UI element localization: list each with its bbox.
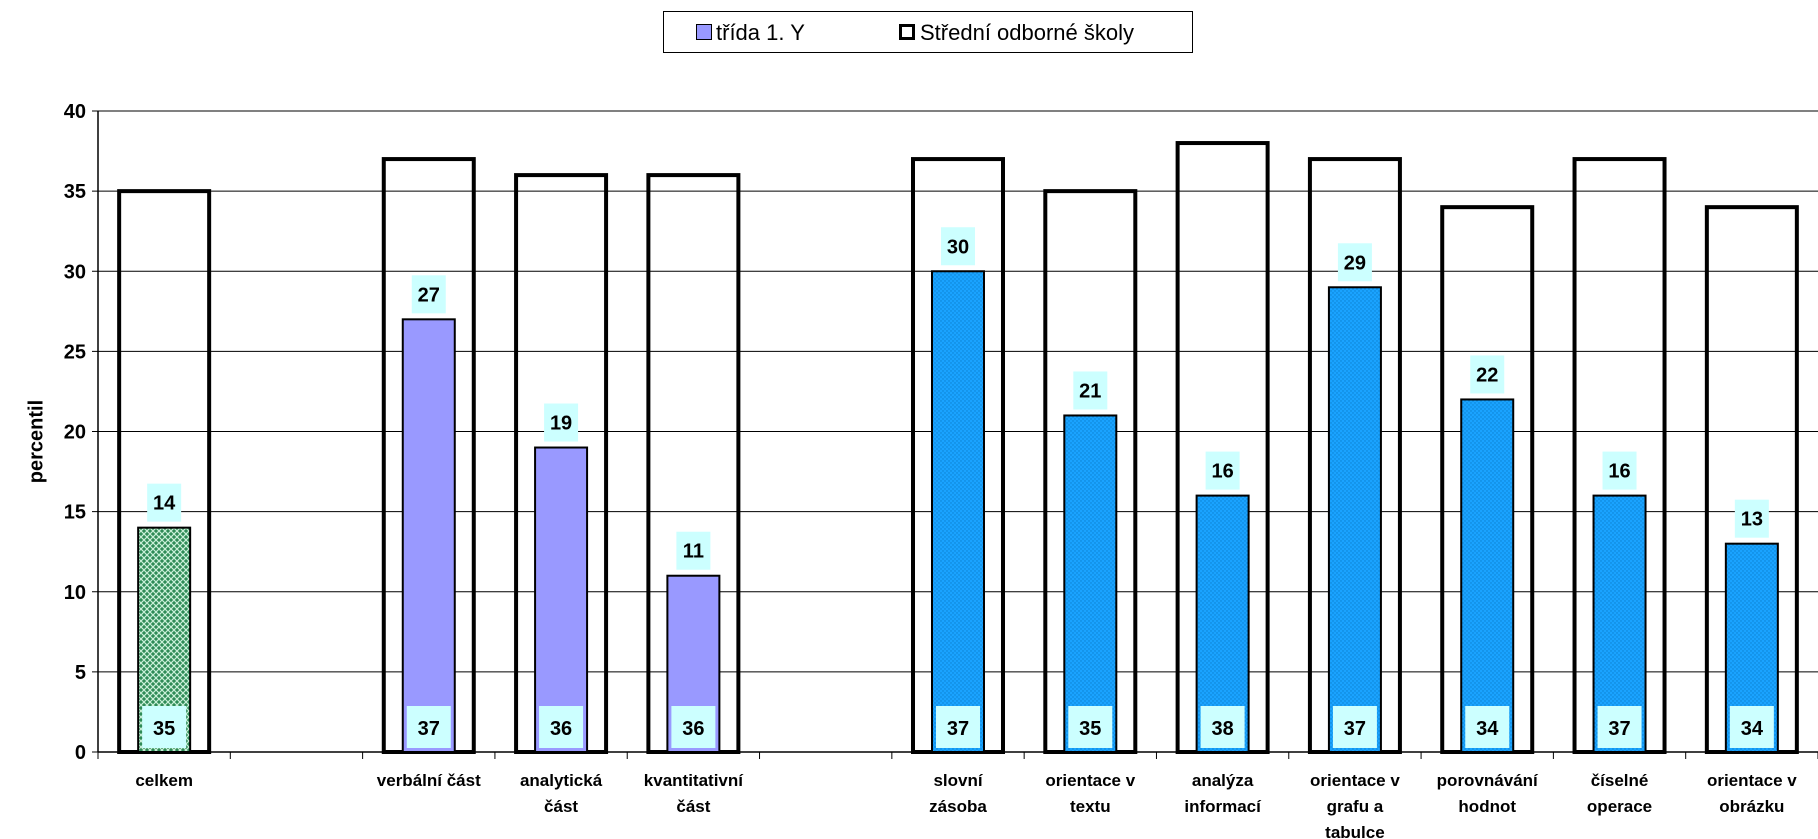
data-label-schools: 34 (1476, 718, 1499, 740)
y-tick-label: 5 (75, 662, 86, 684)
data-label-bg-schools (936, 706, 980, 748)
x-tick-label: textu (1070, 797, 1111, 816)
data-label-bg-schools (1332, 706, 1377, 748)
x-tick-label: celkem (135, 771, 193, 790)
data-label-class: 27 (418, 284, 440, 306)
data-label-schools: 37 (1608, 718, 1630, 740)
data-label-bg-schools (406, 706, 451, 748)
x-tick-label: informací (1184, 797, 1262, 816)
legend: třída 1. Y Střední odborné školy (663, 11, 1193, 53)
x-tick-label: analytická (520, 771, 603, 790)
data-label-class: 30 (947, 236, 969, 258)
data-label-class: 21 (1079, 380, 1101, 402)
data-label-schools: 35 (1079, 718, 1101, 740)
data-label-class: 13 (1741, 509, 1763, 531)
data-label-bg-schools (142, 706, 187, 748)
data-label-class: 19 (550, 413, 572, 435)
data-label-bg-schools (1068, 706, 1113, 748)
y-tick-label: 35 (64, 181, 86, 203)
data-label-bg-schools (539, 706, 584, 748)
data-label-class: 14 (153, 493, 176, 515)
data-label-schools: 37 (418, 718, 440, 740)
y-tick-label: 40 (64, 101, 86, 123)
x-tick-label: zásoba (929, 797, 987, 816)
x-tick-label: hodnot (1458, 797, 1516, 816)
legend-swatch-class (696, 24, 712, 40)
data-label-bg-class (544, 403, 579, 442)
x-tick-label: část (676, 797, 710, 816)
data-label-bg-class (411, 275, 446, 314)
data-label-bg-schools (1200, 706, 1245, 748)
y-tick-label: 0 (75, 742, 86, 764)
x-tick-label: část (544, 797, 578, 816)
x-tick-label: tabulce (1325, 823, 1385, 839)
bar-class (1063, 414, 1118, 753)
x-tick-label: operace (1587, 797, 1652, 816)
data-label-schools: 37 (1344, 718, 1366, 740)
bar-class (401, 318, 456, 753)
data-label-schools: 36 (550, 718, 572, 740)
bar-class (1460, 398, 1515, 753)
x-tick-label: verbální část (377, 771, 481, 790)
data-label-schools: 37 (947, 718, 969, 740)
x-tick-label: grafu a (1327, 797, 1384, 816)
x-tick-label: orientace v (1310, 771, 1400, 790)
y-tick-label: 20 (64, 422, 86, 444)
bar-class (1327, 286, 1382, 753)
data-label-bg-class (1734, 499, 1769, 538)
data-label-class: 22 (1476, 364, 1498, 386)
legend-label-class: třída 1. Y (716, 20, 805, 45)
x-tick-label: kvantitativní (644, 771, 744, 790)
data-label-bg-class (147, 483, 182, 522)
data-label-schools: 38 (1211, 718, 1233, 740)
bar-class (931, 270, 985, 753)
data-label-bg-schools (1597, 706, 1642, 748)
x-tick-label: orientace v (1707, 771, 1797, 790)
bar-class (534, 446, 589, 753)
data-label-bg-class (1073, 371, 1108, 410)
y-tick-label: 30 (64, 261, 86, 283)
legend-label-schools: Střední odborné školy (920, 20, 1135, 45)
data-label-schools: 35 (153, 718, 175, 740)
x-tick-label: slovní (933, 771, 983, 790)
data-label-class: 16 (1608, 461, 1630, 483)
data-label-bg-class (1602, 451, 1637, 490)
legend-swatch-schools (899, 24, 915, 40)
data-label-bg-schools (1729, 706, 1774, 748)
x-tick-label: orientace v (1045, 771, 1135, 790)
data-label-bg-class (676, 531, 711, 570)
data-label-bg-class (941, 227, 975, 266)
data-label-class: 16 (1211, 461, 1233, 483)
x-tick-label: analýza (1192, 771, 1254, 790)
data-label-bg-schools (1465, 706, 1510, 748)
data-label-bg-schools (671, 706, 716, 748)
data-label-bg-class (1337, 243, 1372, 282)
x-tick-label: porovnávání (1437, 771, 1539, 790)
y-tick-label: 15 (64, 502, 86, 524)
data-label-schools: 34 (1741, 718, 1764, 740)
data-label-class: 11 (683, 541, 704, 563)
data-label-class: 29 (1344, 252, 1366, 274)
x-tick-label: obrázku (1719, 797, 1784, 816)
data-label-bg-class (1205, 451, 1240, 490)
y-tick-label: 10 (64, 582, 86, 604)
data-label-bg-class (1470, 355, 1505, 394)
y-tick-label: 25 (64, 341, 86, 363)
x-tick-label: číselné (1591, 771, 1649, 790)
data-label-schools: 36 (682, 718, 704, 740)
